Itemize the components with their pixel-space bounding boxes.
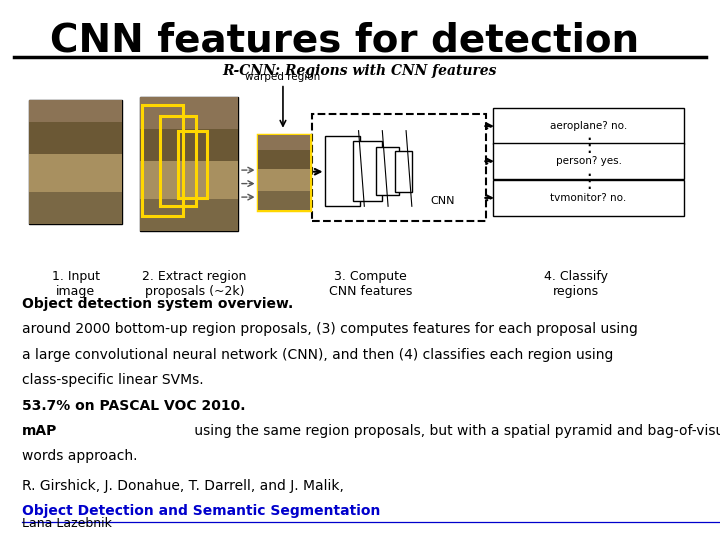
FancyBboxPatch shape bbox=[140, 161, 238, 199]
Text: a large convolutional neural network (CNN), and then (4) classifies each region : a large convolutional neural network (CN… bbox=[22, 348, 613, 362]
Text: class-specific linear SVMs.: class-specific linear SVMs. bbox=[22, 373, 212, 387]
Text: R-CNN: Regions with CNN features: R-CNN: Regions with CNN features bbox=[222, 64, 498, 78]
Text: using the same region proposals, but with a spatial pyramid and bag-of-visual-: using the same region proposals, but wit… bbox=[189, 424, 720, 438]
FancyBboxPatch shape bbox=[353, 141, 382, 201]
FancyBboxPatch shape bbox=[140, 97, 238, 129]
FancyBboxPatch shape bbox=[493, 180, 684, 216]
FancyBboxPatch shape bbox=[140, 199, 238, 231]
FancyBboxPatch shape bbox=[258, 191, 310, 210]
Text: 53.7% on PASCAL VOC 2010.: 53.7% on PASCAL VOC 2010. bbox=[22, 399, 245, 413]
Text: Object detection system overview.: Object detection system overview. bbox=[22, 297, 293, 311]
FancyBboxPatch shape bbox=[29, 122, 122, 154]
Text: person? yes.: person? yes. bbox=[556, 156, 621, 166]
Text: ⋮: ⋮ bbox=[579, 172, 598, 192]
Text: CNN features for detection: CNN features for detection bbox=[50, 22, 639, 59]
FancyBboxPatch shape bbox=[29, 192, 122, 224]
FancyBboxPatch shape bbox=[395, 151, 412, 192]
FancyBboxPatch shape bbox=[325, 136, 360, 206]
FancyBboxPatch shape bbox=[29, 100, 122, 224]
Text: words approach.: words approach. bbox=[22, 449, 146, 463]
FancyBboxPatch shape bbox=[493, 143, 684, 179]
FancyBboxPatch shape bbox=[258, 135, 310, 210]
Text: tvmonitor? no.: tvmonitor? no. bbox=[551, 193, 626, 203]
FancyBboxPatch shape bbox=[29, 100, 122, 122]
Text: 3. Compute
CNN features: 3. Compute CNN features bbox=[329, 270, 413, 298]
FancyBboxPatch shape bbox=[376, 147, 399, 195]
FancyBboxPatch shape bbox=[258, 169, 310, 191]
Text: 2. Extract region
proposals (~2k): 2. Extract region proposals (~2k) bbox=[143, 270, 246, 298]
Text: Lana Lazebnik: Lana Lazebnik bbox=[22, 517, 112, 530]
Text: mAP: mAP bbox=[22, 424, 57, 438]
Text: R. Girshick, J. Donahue, T. Darrell, and J. Malik,: R. Girshick, J. Donahue, T. Darrell, and… bbox=[22, 479, 348, 493]
Text: ⋮: ⋮ bbox=[579, 136, 598, 156]
Text: around 2000 bottom-up region proposals, (3) computes features for each proposal : around 2000 bottom-up region proposals, … bbox=[22, 322, 637, 336]
FancyBboxPatch shape bbox=[140, 97, 238, 231]
Text: Object Detection and Semantic Segmentation: Object Detection and Semantic Segmentati… bbox=[22, 504, 380, 518]
Text: 1. Input
image: 1. Input image bbox=[52, 270, 99, 298]
FancyBboxPatch shape bbox=[493, 108, 684, 144]
FancyBboxPatch shape bbox=[258, 135, 310, 150]
FancyBboxPatch shape bbox=[258, 150, 310, 169]
FancyBboxPatch shape bbox=[29, 154, 122, 192]
Text: 4. Classify
regions: 4. Classify regions bbox=[544, 270, 608, 298]
Text: aeroplane? no.: aeroplane? no. bbox=[550, 121, 627, 131]
Text: CNN: CNN bbox=[431, 196, 455, 206]
FancyBboxPatch shape bbox=[140, 129, 238, 161]
Text: warped region: warped region bbox=[246, 72, 320, 82]
